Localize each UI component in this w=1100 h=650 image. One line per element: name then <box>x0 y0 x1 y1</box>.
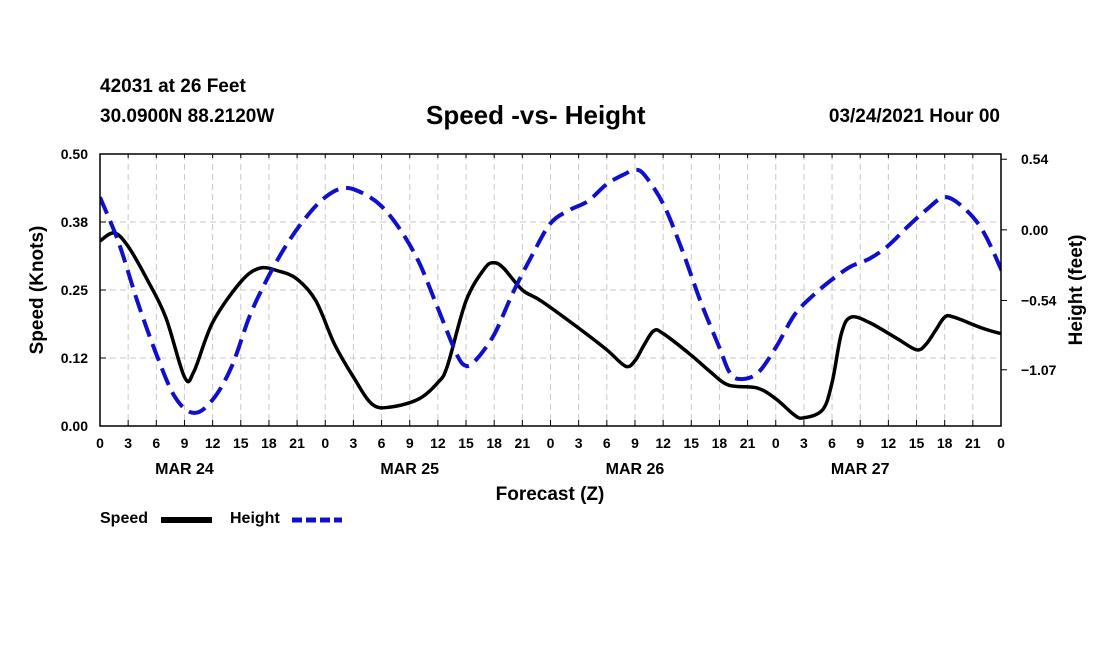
x-tick-label: 0 <box>321 435 329 451</box>
x-tick-label: 6 <box>378 435 386 451</box>
y2-tick-label: −0.54 <box>1021 292 1057 308</box>
series-line-height <box>100 167 1001 415</box>
x-tick-label: 6 <box>603 435 611 451</box>
station-label: 42031 at 26 Feet <box>100 76 246 97</box>
x-tick-label: 9 <box>181 435 189 451</box>
x-tick-label: 15 <box>458 435 474 451</box>
x-tick-label: 21 <box>965 435 981 451</box>
x-tick-label: 3 <box>800 435 808 451</box>
x-tick-label: 6 <box>828 435 836 451</box>
position-label: 30.0900N 88.2120W <box>100 106 275 127</box>
x-tick-label: 9 <box>631 435 639 451</box>
y2-tick-label: −1.07 <box>1021 362 1057 378</box>
chart-title: Speed -vs- Height <box>426 100 646 130</box>
x-tick-label: 18 <box>486 435 502 451</box>
x-tick-label: 12 <box>205 435 221 451</box>
x-tick-label: 9 <box>856 435 864 451</box>
y2-axis-label: Height (feet) <box>1066 235 1087 346</box>
x-tick-label: 3 <box>350 435 358 451</box>
x-tick-label: 0 <box>547 435 555 451</box>
x-tick-label: 3 <box>575 435 583 451</box>
y-tick-label: 0.50 <box>61 146 88 162</box>
x-tick-label: 15 <box>909 435 925 451</box>
y-tick-label: 0.00 <box>61 418 88 434</box>
y-tick-label: 0.25 <box>61 282 88 298</box>
x-tick-label: 21 <box>515 435 531 451</box>
date-label: MAR 25 <box>380 461 439 478</box>
x-tick-label: 6 <box>152 435 160 451</box>
series-line-speed <box>100 231 1001 420</box>
y2-tick-label: 0.54 <box>1021 151 1048 167</box>
datetime-label: 03/24/2021 Hour 00 <box>828 106 1000 127</box>
x-tick-label: 18 <box>937 435 953 451</box>
grid-lines <box>100 154 1001 426</box>
date-label: MAR 24 <box>155 461 214 478</box>
y-axis-label: Speed (Knots) <box>27 226 48 355</box>
y2-tick-label: 0.00 <box>1021 222 1048 238</box>
x-tick-label: 21 <box>740 435 756 451</box>
x-tick-label: 12 <box>881 435 897 451</box>
x-tick-label: 12 <box>430 435 446 451</box>
axes-group: 0 3 6 9 12 15 18 21 0 3 6 9 12 15 18 21 0 3 6 9 12 15 18 21 0 3 6 9… <box>61 146 1057 478</box>
x-tick-label: 0 <box>772 435 780 451</box>
x-tick-label: 21 <box>289 435 305 451</box>
x-tick-label: 9 <box>406 435 414 451</box>
x-tick-label: 15 <box>683 435 699 451</box>
x-tick-label: 3 <box>124 435 132 451</box>
x-tick-label: 0 <box>997 435 1005 451</box>
y-tick-label: 0.12 <box>61 350 88 366</box>
date-label: MAR 27 <box>831 461 890 478</box>
x-tick-label: 0 <box>96 435 104 451</box>
legend-speed-label: Speed <box>100 510 149 527</box>
y-tick-label: 0.38 <box>61 214 88 230</box>
x-tick-label: 18 <box>261 435 277 451</box>
x-axis-label: Forecast (Z) <box>496 484 605 505</box>
x-tick-label: 12 <box>655 435 671 451</box>
date-label: MAR 26 <box>606 461 665 478</box>
series-group <box>100 167 1001 420</box>
x-tick-label: 18 <box>712 435 728 451</box>
x-tick-label: 15 <box>233 435 249 451</box>
legend-height-label: Height <box>230 510 280 527</box>
